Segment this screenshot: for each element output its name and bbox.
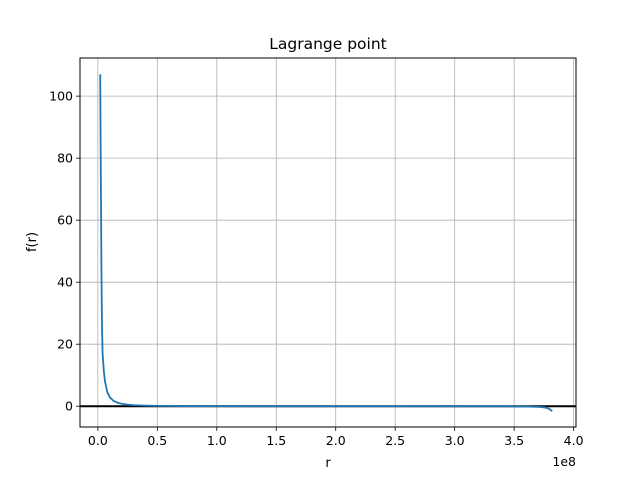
series-line: [99, 74, 553, 412]
x-axis-offset-label: 1e8: [552, 454, 576, 469]
y-axis-label: f(r): [25, 232, 40, 252]
plot-frame: [79, 57, 577, 428]
series-layer: [99, 74, 553, 412]
x-axis-label: r: [325, 456, 331, 471]
x-tick-label: 0.5: [147, 433, 167, 448]
x-tick-label: 4.0: [564, 433, 584, 448]
y-tick-label: 100: [49, 89, 73, 104]
y-tick-label: 80: [57, 151, 73, 166]
chart-title: Lagrange point: [269, 35, 387, 53]
x-tick-label: 1.0: [207, 433, 227, 448]
x-tick-label: 3.5: [504, 433, 524, 448]
x-tick-label: 3.0: [445, 433, 465, 448]
x-axis-ticks: 0.0 0.5 1.0 1.5 2.0 2.5 3.0 3.5 4.0: [88, 427, 584, 448]
x-tick-label: 1.5: [266, 433, 286, 448]
y-axis-ticks: 0 20 40 60 80 100: [49, 89, 80, 414]
x-tick-label: 2.5: [385, 433, 405, 448]
y-tick-label: 20: [57, 337, 73, 352]
y-tick-label: 40: [57, 275, 73, 290]
x-tick-label: 2.0: [326, 433, 346, 448]
grid: [80, 58, 576, 427]
x-tick-label: 0.0: [88, 433, 108, 448]
y-tick-label: 0: [65, 399, 73, 414]
y-tick-label: 60: [57, 213, 73, 228]
